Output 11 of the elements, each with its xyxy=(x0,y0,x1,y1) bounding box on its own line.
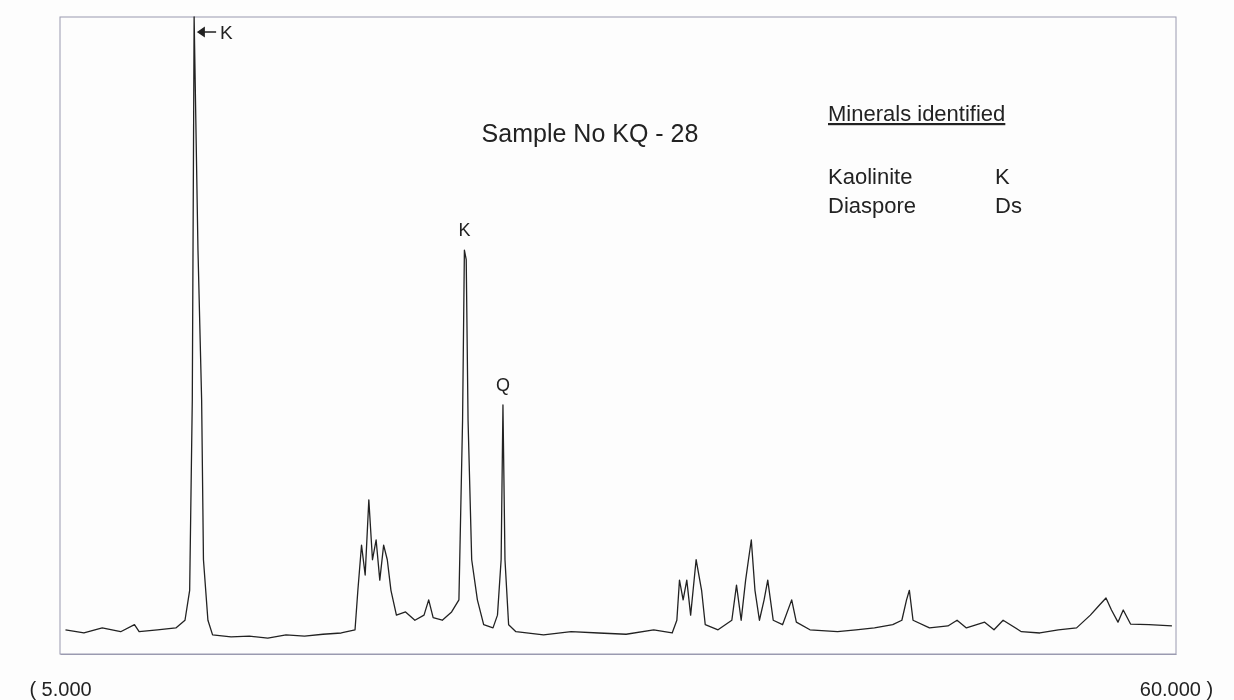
annotation: K xyxy=(995,164,1010,189)
annotation: K xyxy=(458,220,471,241)
annotation: K xyxy=(220,22,234,43)
annotation: Diaspore xyxy=(828,193,917,218)
annotation: Kaolinite xyxy=(828,164,913,189)
annotation: Minerals identified xyxy=(828,101,1006,126)
x-tick-label: 60.000 ) xyxy=(1139,678,1214,700)
annotation: Ds xyxy=(995,193,1022,218)
x-tick-label: ( 5.000 xyxy=(29,678,92,700)
annotation: Q xyxy=(495,374,510,395)
text: Sample No KQ - 28 xyxy=(481,119,699,147)
